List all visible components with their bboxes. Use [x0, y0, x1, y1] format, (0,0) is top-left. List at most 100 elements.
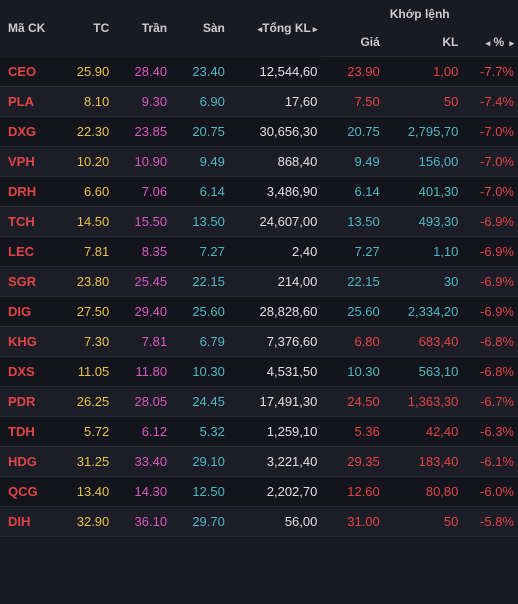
- cell-tc: 31.25: [55, 447, 113, 477]
- cell-san: 9.49: [171, 147, 229, 177]
- cell-kl: 183,40: [384, 447, 463, 477]
- cell-tran: 10.90: [113, 147, 171, 177]
- table-row[interactable]: DIH32.9036.1029.7056,0031.0050-5.8%: [0, 507, 518, 537]
- cell-symbol[interactable]: HDG: [0, 447, 55, 477]
- cell-tran: 36.10: [113, 507, 171, 537]
- cell-pct: -7.4%: [462, 87, 518, 117]
- cell-gia: 24.50: [321, 387, 383, 417]
- cell-tongkl: 3,486,90: [229, 177, 321, 207]
- header-tong-kl[interactable]: ◂Tổng KL▸: [229, 0, 321, 57]
- cell-pct: -6.7%: [462, 387, 518, 417]
- cell-symbol[interactable]: DRH: [0, 177, 55, 207]
- cell-pct: -6.9%: [462, 237, 518, 267]
- cell-pct: -6.9%: [462, 297, 518, 327]
- table-row[interactable]: CEO25.9028.4023.4012,544,6023.901,00-7.7…: [0, 57, 518, 87]
- header-kl[interactable]: KL: [384, 28, 463, 57]
- cell-tc: 22.30: [55, 117, 113, 147]
- sort-icon: ▸: [313, 25, 318, 33]
- cell-pct: -6.8%: [462, 327, 518, 357]
- table-row[interactable]: QCG13.4014.3012.502,202,7012.6080,80-6.0…: [0, 477, 518, 507]
- cell-symbol[interactable]: LEC: [0, 237, 55, 267]
- table-row[interactable]: TCH14.5015.5013.5024,607,0013.50493,30-6…: [0, 207, 518, 237]
- table-row[interactable]: DRH6.607.066.143,486,906.14401,30-7.0%: [0, 177, 518, 207]
- cell-tran: 8.35: [113, 237, 171, 267]
- cell-tongkl: 17,60: [229, 87, 321, 117]
- cell-symbol[interactable]: DIH: [0, 507, 55, 537]
- cell-gia: 9.49: [321, 147, 383, 177]
- cell-gia: 29.35: [321, 447, 383, 477]
- cell-tongkl: 1,259,10: [229, 417, 321, 447]
- cell-gia: 5.36: [321, 417, 383, 447]
- header-san[interactable]: Sàn: [171, 0, 229, 57]
- cell-kl: 1,10: [384, 237, 463, 267]
- cell-tongkl: 28,828,60: [229, 297, 321, 327]
- cell-san: 20.75: [171, 117, 229, 147]
- cell-symbol[interactable]: PDR: [0, 387, 55, 417]
- cell-symbol[interactable]: SGR: [0, 267, 55, 297]
- cell-tc: 7.30: [55, 327, 113, 357]
- cell-pct: -6.0%: [462, 477, 518, 507]
- cell-symbol[interactable]: DXS: [0, 357, 55, 387]
- cell-symbol[interactable]: PLA: [0, 87, 55, 117]
- header-gia[interactable]: Giá: [321, 28, 383, 57]
- cell-kl: 1,363,30: [384, 387, 463, 417]
- cell-symbol[interactable]: DIG: [0, 297, 55, 327]
- cell-tran: 9.30: [113, 87, 171, 117]
- cell-kl: 2,795,70: [384, 117, 463, 147]
- table-row[interactable]: DXS11.0511.8010.304,531,5010.30563,10-6.…: [0, 357, 518, 387]
- table-row[interactable]: TDH5.726.125.321,259,105.3642,40-6.3%: [0, 417, 518, 447]
- cell-san: 29.70: [171, 507, 229, 537]
- cell-symbol[interactable]: TDH: [0, 417, 55, 447]
- cell-tongkl: 2,202,70: [229, 477, 321, 507]
- cell-san: 6.14: [171, 177, 229, 207]
- table-row[interactable]: DXG22.3023.8520.7530,656,3020.752,795,70…: [0, 117, 518, 147]
- sort-icon: ◂: [486, 39, 491, 47]
- cell-tongkl: 4,531,50: [229, 357, 321, 387]
- cell-gia: 20.75: [321, 117, 383, 147]
- table-row[interactable]: DIG27.5029.4025.6028,828,6025.602,334,20…: [0, 297, 518, 327]
- cell-san: 24.45: [171, 387, 229, 417]
- table-row[interactable]: PLA8.109.306.9017,607.5050-7.4%: [0, 87, 518, 117]
- cell-symbol[interactable]: KHG: [0, 327, 55, 357]
- table-row[interactable]: KHG7.307.816.797,376,606.80683,40-6.8%: [0, 327, 518, 357]
- cell-gia: 6.80: [321, 327, 383, 357]
- cell-san: 29.10: [171, 447, 229, 477]
- cell-symbol[interactable]: VPH: [0, 147, 55, 177]
- cell-pct: -6.9%: [462, 267, 518, 297]
- cell-symbol[interactable]: DXG: [0, 117, 55, 147]
- cell-symbol[interactable]: TCH: [0, 207, 55, 237]
- cell-tc: 5.72: [55, 417, 113, 447]
- cell-tran: 6.12: [113, 417, 171, 447]
- table-row[interactable]: PDR26.2528.0524.4517,491,3024.501,363,30…: [0, 387, 518, 417]
- cell-tran: 15.50: [113, 207, 171, 237]
- cell-tran: 23.85: [113, 117, 171, 147]
- cell-gia: 12.60: [321, 477, 383, 507]
- cell-symbol[interactable]: QCG: [0, 477, 55, 507]
- header-pct[interactable]: ◂ % ▸: [462, 28, 518, 57]
- table-row[interactable]: SGR23.8025.4522.15214,0022.1530-6.9%: [0, 267, 518, 297]
- cell-tc: 25.90: [55, 57, 113, 87]
- cell-san: 12.50: [171, 477, 229, 507]
- cell-san: 6.90: [171, 87, 229, 117]
- table-row[interactable]: LEC7.818.357.272,407.271,10-6.9%: [0, 237, 518, 267]
- header-tc[interactable]: TC: [55, 0, 113, 57]
- cell-kl: 401,30: [384, 177, 463, 207]
- cell-pct: -5.8%: [462, 507, 518, 537]
- cell-tc: 27.50: [55, 297, 113, 327]
- cell-symbol[interactable]: CEO: [0, 57, 55, 87]
- cell-gia: 23.90: [321, 57, 383, 87]
- cell-pct: -6.9%: [462, 207, 518, 237]
- table-row[interactable]: HDG31.2533.4029.103,221,4029.35183,40-6.…: [0, 447, 518, 477]
- cell-pct: -7.0%: [462, 117, 518, 147]
- cell-san: 6.79: [171, 327, 229, 357]
- table-row[interactable]: VPH10.2010.909.49868,409.49156,00-7.0%: [0, 147, 518, 177]
- header-tran[interactable]: Trần: [113, 0, 171, 57]
- cell-tongkl: 7,376,60: [229, 327, 321, 357]
- cell-san: 23.40: [171, 57, 229, 87]
- header-ma-ck[interactable]: Mã CK: [0, 0, 55, 57]
- cell-kl: 2,334,20: [384, 297, 463, 327]
- sort-icon: ▸: [509, 39, 514, 47]
- cell-tongkl: 3,221,40: [229, 447, 321, 477]
- header-khop-lenh: Khớp lệnh: [321, 0, 518, 28]
- cell-tran: 28.05: [113, 387, 171, 417]
